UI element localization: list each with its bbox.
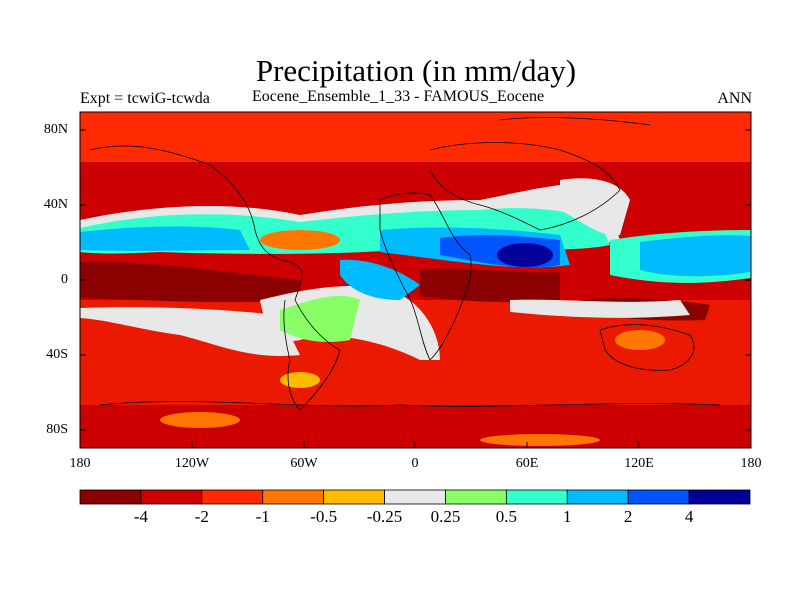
colorbar-swatch [505, 489, 568, 505]
coastlines [89, 117, 721, 411]
season-label: ANN [717, 90, 752, 107]
colorbar-swatch [201, 489, 264, 505]
colorbar-tick-label: 0.25 [430, 507, 461, 526]
lon-label-60w: 60W [290, 456, 318, 471]
colorbar-swatch [384, 489, 446, 505]
colorbar-tick-label: -0.5 [310, 507, 338, 526]
lon-label-120w: 120W [174, 456, 210, 471]
chart-title: Precipitation (in mm/day) [255, 53, 577, 88]
lat-label-80n: 80N [43, 122, 68, 137]
lat-label-0: 0 [61, 272, 68, 287]
colorbar-swatch [688, 489, 751, 505]
lon-label-0: 0 [411, 456, 419, 471]
colorbar-swatch [262, 489, 325, 505]
colorbar-tick-label: 2 [623, 507, 633, 526]
lat-label-80s: 80S [46, 422, 68, 437]
colorbar-swatch [445, 489, 507, 505]
colorbar-tick-label: 1 [563, 507, 572, 526]
colorbar-swatch [140, 489, 203, 505]
map-field [80, 112, 751, 448]
lat-label-40s: 40S [46, 347, 68, 362]
colorbar-tick-label: -2 [194, 507, 209, 526]
lat-label-40n: 40N [43, 197, 68, 212]
colorbar-tick-label: 0.5 [495, 507, 517, 526]
lon-label-120e: 120E [624, 456, 654, 471]
colorbar-swatch [627, 489, 690, 505]
colorbar-tick-label: 4 [684, 507, 694, 526]
experiment-label: Expt = tcwiG-tcwda [80, 90, 210, 107]
colorbar-swatch [79, 489, 142, 505]
lon-label-180w: 180 [69, 456, 91, 471]
colorbar-tick-label: -1 [255, 507, 270, 526]
lon-label-60e: 60E [515, 456, 539, 471]
colorbar-swatch [323, 489, 385, 505]
ensemble-label: Eocene_Ensemble_1_33 - FAMOUS_Eocene [252, 88, 545, 105]
colorbar-tick-label: -4 [133, 507, 148, 526]
colorbar-tick-label: -0.25 [366, 507, 403, 526]
colorbar [79, 489, 751, 505]
lon-label-180e: 180 [740, 456, 762, 471]
colorbar-swatch [566, 489, 629, 505]
axis-ticks [80, 129, 751, 448]
